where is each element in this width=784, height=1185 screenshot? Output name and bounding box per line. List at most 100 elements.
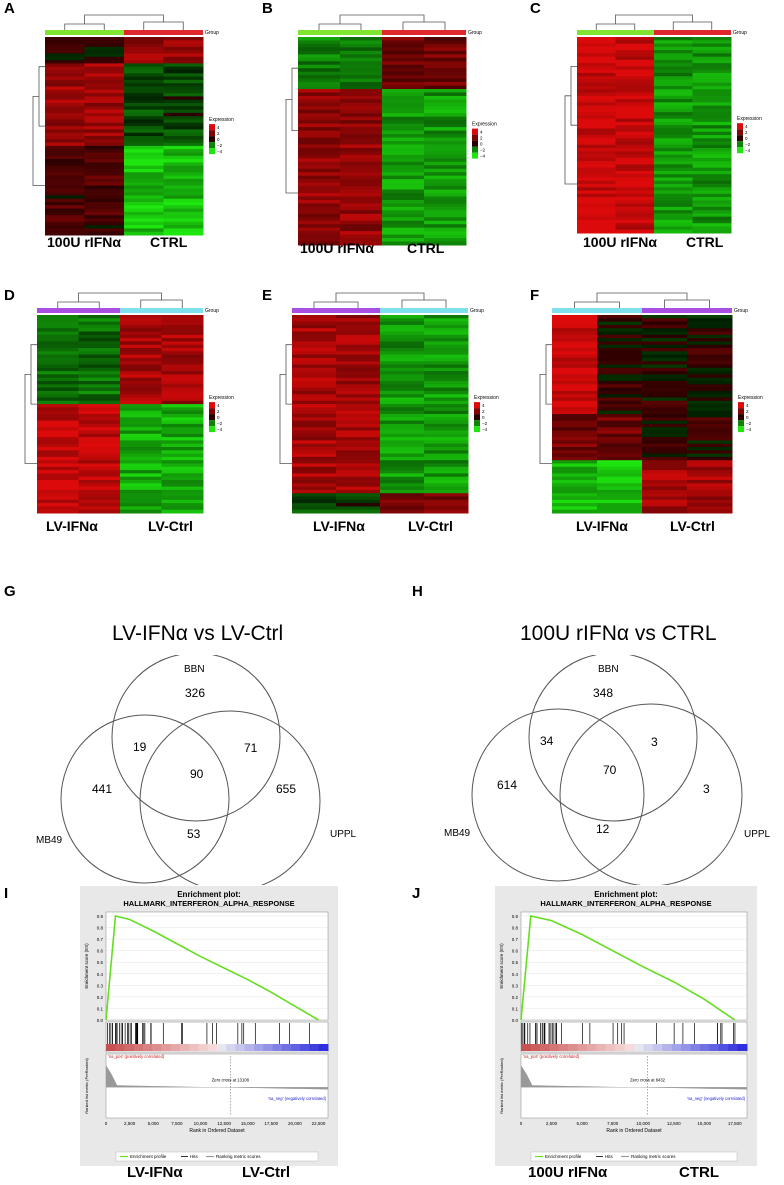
heatmap-cell xyxy=(120,499,162,504)
heatmap-cell xyxy=(597,367,643,372)
heatmap-cell xyxy=(615,157,655,162)
heatmap-cell xyxy=(78,503,121,507)
heatmap-cell xyxy=(424,447,469,451)
heatmap-cell xyxy=(298,71,341,76)
heatmap-cell xyxy=(292,354,337,359)
heatmap-cell xyxy=(37,450,79,455)
heatmap-cell xyxy=(615,89,655,94)
heatmap-cell xyxy=(163,205,204,210)
set-label-bbn: BBN xyxy=(598,664,619,675)
heatmap-cell xyxy=(37,371,79,375)
heatmap-cell xyxy=(424,182,467,187)
heatmap-cell xyxy=(45,112,85,117)
rank-color-bar xyxy=(634,1044,644,1051)
heatmap-cell xyxy=(687,453,733,458)
heatmap-cell xyxy=(161,404,204,408)
heatmap-cell xyxy=(424,348,469,352)
dendrogram-branch xyxy=(64,14,184,30)
heatmap-cell xyxy=(642,367,688,372)
heatmap-cell xyxy=(78,397,121,402)
heatmap-cell xyxy=(124,218,164,223)
heatmap-cell xyxy=(163,169,204,173)
heatmap-cell xyxy=(340,102,383,107)
heatmap-cell xyxy=(298,161,341,166)
gsea-plot: Enrichment plot:HALLMARK_INTERFERON_ALPH… xyxy=(495,886,757,1166)
heatmap-cell xyxy=(84,231,125,236)
heatmap-cell xyxy=(45,188,85,193)
legend-tick: −2 xyxy=(480,148,486,153)
heatmap-cell xyxy=(380,328,425,332)
heatmap-cell xyxy=(340,85,383,90)
heatmap-cell xyxy=(124,231,164,236)
heatmap-cell xyxy=(642,410,688,415)
heatmap-cell xyxy=(120,404,162,408)
heatmap-cell xyxy=(615,131,655,136)
heatmap-cell xyxy=(78,328,121,332)
heatmap-cell xyxy=(654,148,693,152)
heatmap-cell xyxy=(78,456,121,461)
heatmap-cell xyxy=(424,390,469,395)
heatmap-cell xyxy=(336,387,381,392)
heatmap-cell xyxy=(161,400,204,405)
heatmap-cell xyxy=(161,427,204,431)
heatmap-cell xyxy=(161,377,204,382)
heatmap-cell xyxy=(120,483,162,488)
heatmap-cell xyxy=(336,374,381,379)
heatmap-cell xyxy=(597,344,643,349)
heatmap-cell xyxy=(615,174,655,178)
heatmap-cell xyxy=(380,410,425,415)
y-tick-label: 0.6 xyxy=(512,949,519,954)
heatmap-cell xyxy=(84,122,125,127)
heatmap-cell xyxy=(654,223,693,227)
legend-tick: −2 xyxy=(217,421,223,426)
heatmap-cell xyxy=(336,470,381,474)
heatmap-cell xyxy=(340,37,383,41)
set-label-uppl: UPPL xyxy=(330,829,357,840)
heatmap-cell xyxy=(45,129,85,134)
heatmap-cell xyxy=(382,154,425,159)
heatmap-cell xyxy=(642,420,688,425)
heatmap-cell xyxy=(298,61,341,66)
heatmap-cell xyxy=(687,321,733,326)
heatmap-cell xyxy=(298,238,341,243)
heatmap-cell xyxy=(687,338,733,342)
heatmap-cell xyxy=(615,115,655,120)
heatmap-cell xyxy=(78,344,121,349)
heatmap-cell xyxy=(298,85,341,90)
legend-tick: 0 xyxy=(482,415,485,420)
column-dendrogram xyxy=(574,292,710,308)
heatmap-cell xyxy=(124,202,164,206)
heatmap-cell xyxy=(642,381,688,385)
heatmap-cell xyxy=(597,400,643,405)
group-bar xyxy=(37,308,120,313)
heatmap-cell xyxy=(615,193,655,198)
heatmap-cell xyxy=(552,338,598,342)
heatmap-cell xyxy=(161,344,204,349)
heatmap-cell xyxy=(340,127,383,132)
heatmap-cell xyxy=(654,79,693,84)
heatmap-cell xyxy=(577,63,616,67)
heatmap-cell xyxy=(642,334,688,339)
heatmap-cell xyxy=(298,151,341,156)
heatmap-cell xyxy=(84,139,125,144)
heatmap-cell xyxy=(692,151,732,156)
venn-title: 100U rIFNα vs CTRL xyxy=(520,622,717,645)
heatmap-cell xyxy=(380,433,425,438)
heatmap-cell xyxy=(424,99,467,104)
heatmap-cell xyxy=(380,503,425,507)
heatmap-cell xyxy=(37,456,79,461)
y-tick-label: 0.8 xyxy=(512,926,519,931)
heatmap-cell xyxy=(298,134,341,139)
heatmap-cell xyxy=(120,420,162,425)
heatmap-cell xyxy=(692,69,732,74)
heatmap-cell xyxy=(380,324,425,329)
heatmap-cell xyxy=(380,437,425,441)
rank-color-bar xyxy=(624,1044,635,1051)
heatmap-cell xyxy=(654,216,693,221)
heatmap-cell xyxy=(577,190,616,195)
heatmap-cell xyxy=(45,169,85,173)
heatmap-right-label: LV-Ctrl xyxy=(670,518,715,534)
heatmap-cell xyxy=(45,192,85,196)
legend-swatch xyxy=(738,426,744,433)
